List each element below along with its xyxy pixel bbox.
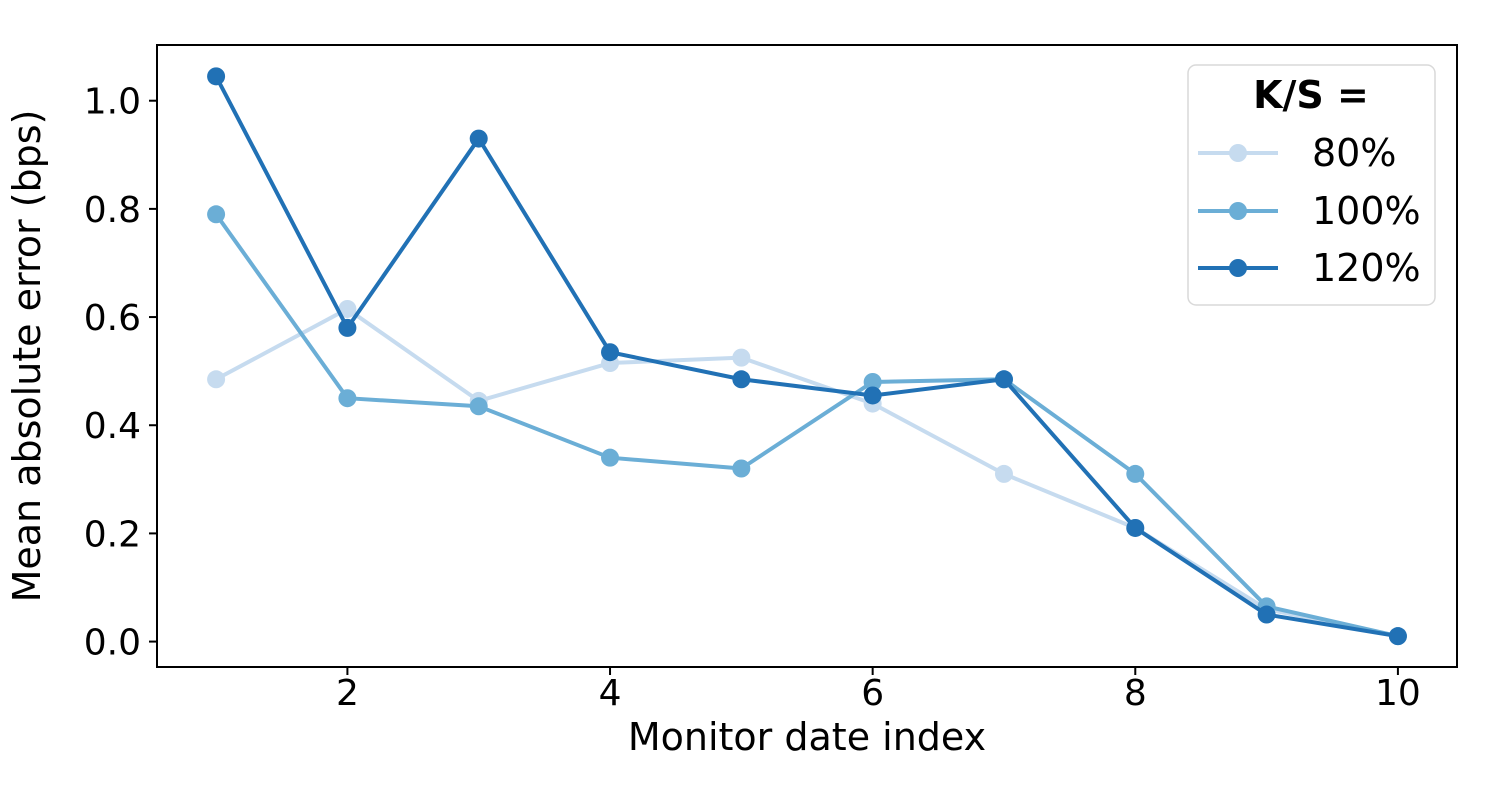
legend-title: K/S = xyxy=(1253,73,1369,117)
series-marker-120 xyxy=(994,370,1013,389)
y-axis-label: Mean absolute error (bps) xyxy=(5,110,49,603)
legend-label-1: 100% xyxy=(1312,189,1421,233)
x-tick-label: 8 xyxy=(1124,673,1147,714)
plot-frame xyxy=(156,44,1458,668)
legend-item-1: 100% xyxy=(1198,189,1421,233)
legend: K/S = 80% 100% 120% xyxy=(1187,64,1436,306)
y-tick-label: 0.6 xyxy=(84,298,141,339)
series-marker-120 xyxy=(207,67,226,86)
series-line-120 xyxy=(214,74,1400,639)
series-marker-120 xyxy=(1257,605,1276,624)
y-tick-label: 0.2 xyxy=(84,514,141,555)
legend-sample-marker-2 xyxy=(1229,259,1247,277)
series-marker-80 xyxy=(994,464,1013,483)
plot-area: 2 4 6 8 10 0.0 0.2 0.4 0.6 0.8 1.0 xyxy=(84,67,1421,714)
legend-sample-marker-1 xyxy=(1229,202,1247,220)
legend-item-2: 120% xyxy=(1198,246,1421,290)
y-tick-label: 0.0 xyxy=(84,623,141,664)
series-marker-80 xyxy=(207,370,226,389)
x-axis-label: Monitor date index xyxy=(628,715,986,759)
series-marker-100 xyxy=(207,205,226,224)
series-line-100 xyxy=(214,212,1400,639)
legend-sample-marker-0 xyxy=(1229,144,1247,162)
x-tick-label: 10 xyxy=(1375,673,1421,714)
series-marker-100 xyxy=(732,459,751,478)
x-tick-label: 2 xyxy=(336,673,359,714)
series-marker-80 xyxy=(338,299,357,318)
series-marker-80 xyxy=(732,348,751,367)
series-marker-120 xyxy=(1388,627,1407,646)
y-tick-label: 1.0 xyxy=(84,82,141,123)
series-marker-100 xyxy=(601,448,620,467)
series-marker-120 xyxy=(601,343,620,362)
legend-label-2: 120% xyxy=(1312,246,1421,290)
series-marker-120 xyxy=(1126,518,1145,537)
y-tick-label: 0.8 xyxy=(84,190,141,231)
x-tick-label: 6 xyxy=(861,673,884,714)
series-marker-100 xyxy=(1126,464,1145,483)
series-line-80 xyxy=(214,306,1400,639)
legend-item-0: 80% xyxy=(1198,131,1396,175)
legend-label-0: 80% xyxy=(1312,131,1396,175)
series-marker-120 xyxy=(338,318,357,337)
series-marker-100 xyxy=(863,372,882,391)
series-marker-120 xyxy=(732,370,751,389)
series-marker-100 xyxy=(338,389,357,408)
series-marker-120 xyxy=(863,386,882,405)
series-marker-100 xyxy=(469,397,488,416)
x-tick-label: 4 xyxy=(599,673,622,714)
legend-box xyxy=(1187,64,1436,306)
y-tick-label: 0.4 xyxy=(84,406,141,447)
series-marker-120 xyxy=(469,129,488,148)
